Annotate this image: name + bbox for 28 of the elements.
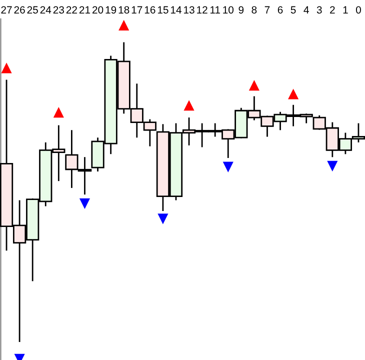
- x-tick-label: 22: [66, 6, 77, 14]
- x-tick-label: 6: [278, 6, 283, 14]
- x-tick-label: 21: [79, 6, 90, 14]
- x-tick-label: 17: [132, 6, 142, 14]
- x-tick-label: 10: [223, 6, 234, 14]
- x-tick-label: 27: [1, 6, 12, 14]
- x-tick-label: 11: [210, 6, 220, 14]
- x-tick-label: 18: [118, 6, 130, 14]
- x-tick-label: 24: [40, 6, 52, 14]
- x-tick-label: 7: [264, 6, 270, 14]
- x-tick-label: 13: [184, 6, 194, 14]
- x-tick-label: 23: [53, 6, 64, 14]
- x-tick-label: 25: [27, 6, 38, 14]
- x-tick-label: 20: [92, 6, 104, 14]
- x-tick-label: 14: [170, 6, 182, 14]
- x-tick-label: 5: [290, 6, 296, 14]
- x-tick-label: 9: [238, 6, 244, 14]
- x-tick-label: 16: [144, 6, 156, 14]
- x-tick-label: 4: [304, 6, 309, 14]
- x-tick-label: 1: [343, 6, 348, 14]
- x-tick-label: 0: [356, 6, 361, 14]
- x-tick-label: 12: [197, 6, 208, 14]
- x-tick-label: 26: [14, 6, 25, 14]
- x-tick-label: 2: [330, 6, 335, 14]
- x-tick-label: 19: [106, 6, 116, 14]
- x-tick-label: 8: [252, 6, 257, 14]
- x-tick-label: 3: [316, 6, 322, 14]
- x-tick-label: 15: [158, 6, 168, 14]
